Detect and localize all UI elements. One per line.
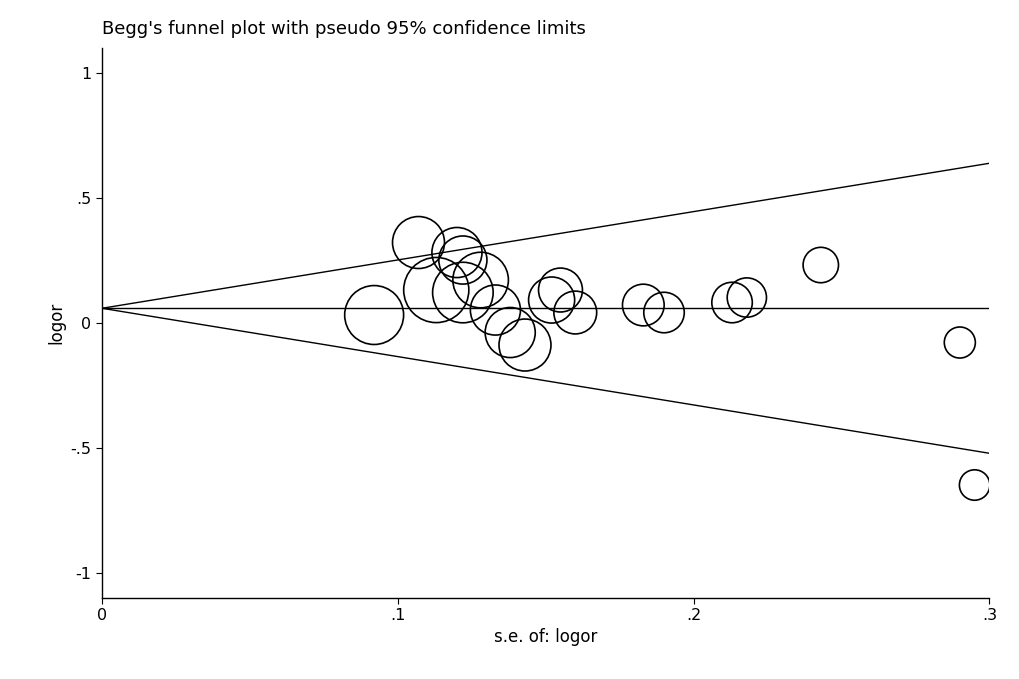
Point [517, 340, 533, 350]
Point [655, 307, 672, 318]
Point [472, 274, 488, 285]
Text: Begg's funnel plot with pseudo 95% confidence limits: Begg's funnel plot with pseudo 95% confi… [102, 20, 585, 37]
Point [812, 259, 828, 270]
Point [951, 337, 967, 348]
Point [487, 305, 503, 316]
Point [501, 327, 518, 338]
Point [448, 247, 465, 258]
Point [410, 237, 426, 248]
Point [635, 299, 651, 310]
Point [366, 310, 382, 320]
Point [567, 307, 583, 318]
Point [454, 287, 471, 298]
X-axis label: s.e. of: logor: s.e. of: logor [493, 629, 597, 646]
Point [966, 479, 982, 490]
Point [543, 295, 559, 306]
Point [428, 285, 444, 295]
Point [723, 297, 740, 308]
Point [552, 285, 569, 295]
Y-axis label: logor: logor [47, 301, 65, 344]
Point [454, 255, 471, 265]
Point [738, 292, 754, 303]
